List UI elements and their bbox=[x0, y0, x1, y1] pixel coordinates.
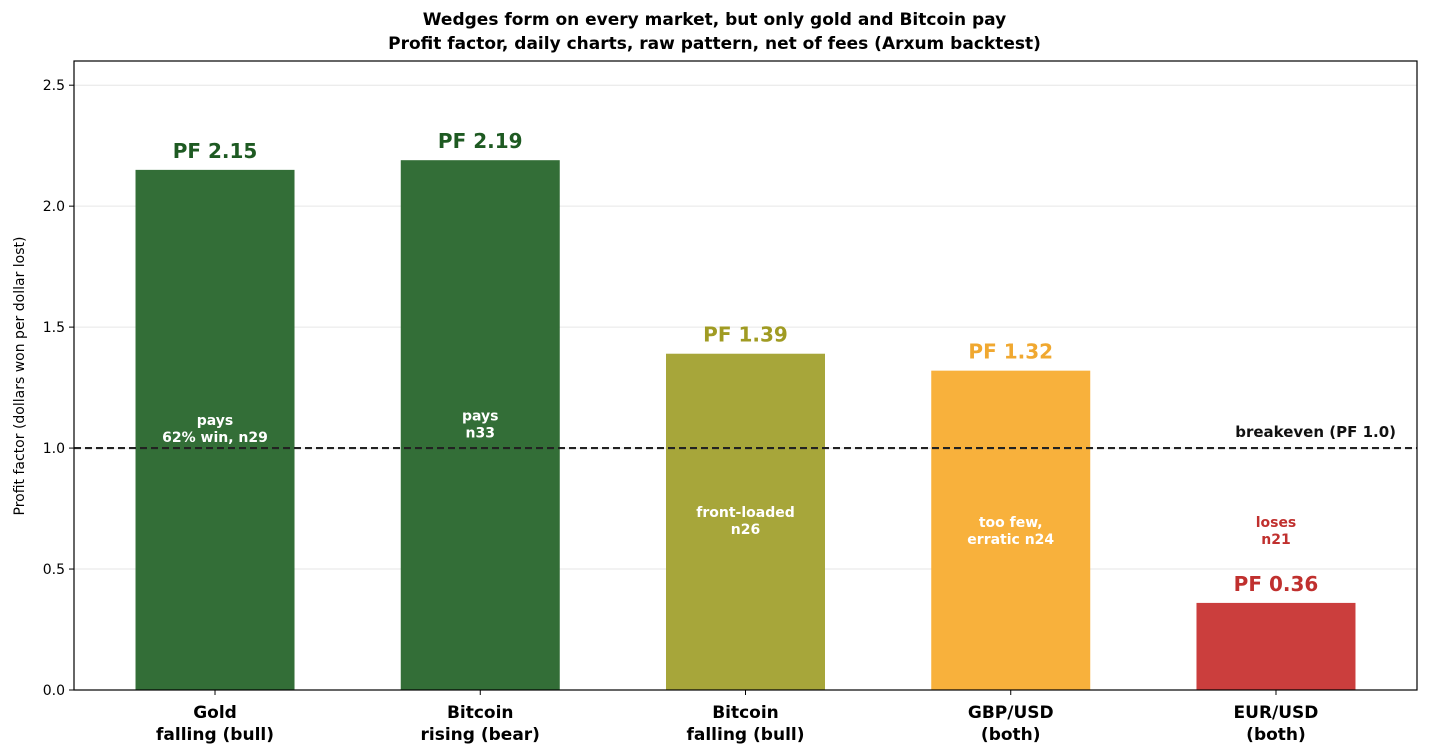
y-tick-label: 2.5 bbox=[43, 78, 65, 94]
y-tick-label: 2.0 bbox=[43, 199, 65, 215]
bar-annotation: 62% win, n29 bbox=[162, 430, 268, 446]
bar-annotation: pays bbox=[462, 408, 499, 424]
x-tick-label: (both) bbox=[981, 725, 1041, 745]
bar-annotation: n26 bbox=[731, 522, 760, 538]
x-tick-label: falling (bull) bbox=[686, 725, 804, 745]
bar-annotation: front-loaded bbox=[696, 505, 795, 521]
bar bbox=[666, 353, 825, 690]
chart-subtitle: Profit factor, daily charts, raw pattern… bbox=[388, 34, 1041, 54]
bar bbox=[1196, 602, 1356, 690]
bar bbox=[931, 370, 1091, 690]
bar-annotation: pays bbox=[197, 413, 234, 429]
y-tick-label: 0.5 bbox=[43, 562, 65, 578]
x-tick-label: Bitcoin bbox=[712, 703, 779, 723]
chart-title: Wedges form on every market, but only go… bbox=[422, 10, 1007, 30]
bar bbox=[400, 160, 560, 690]
y-tick-label: 1.5 bbox=[43, 320, 65, 336]
bar-annotation: too few, bbox=[979, 515, 1043, 531]
x-tick-label: falling (bull) bbox=[156, 725, 274, 745]
x-tick-label: Gold bbox=[193, 703, 237, 723]
bar-annotation: erratic n24 bbox=[967, 532, 1054, 548]
y-tick-label: 0.0 bbox=[43, 683, 65, 699]
bar-annotation: n33 bbox=[466, 425, 495, 441]
bar bbox=[135, 169, 295, 691]
value-label: PF 2.19 bbox=[438, 129, 523, 153]
x-tick-label: rising (bear) bbox=[421, 725, 540, 745]
x-tick-label: GBP/USD bbox=[968, 703, 1054, 723]
value-label: PF 0.36 bbox=[1234, 572, 1319, 596]
value-label: PF 1.32 bbox=[968, 340, 1053, 364]
x-tick-label: (both) bbox=[1246, 725, 1306, 745]
breakeven-label: breakeven (PF 1.0) bbox=[1235, 423, 1396, 441]
bar-annotation: loses bbox=[1256, 515, 1297, 531]
bar-annotation: n21 bbox=[1261, 532, 1290, 548]
value-label: PF 1.39 bbox=[703, 323, 788, 347]
x-tick-label: Bitcoin bbox=[447, 703, 514, 723]
value-label: PF 2.15 bbox=[173, 139, 258, 163]
y-tick-label: 1.0 bbox=[43, 441, 65, 457]
x-tick-label: EUR/USD bbox=[1234, 703, 1319, 723]
